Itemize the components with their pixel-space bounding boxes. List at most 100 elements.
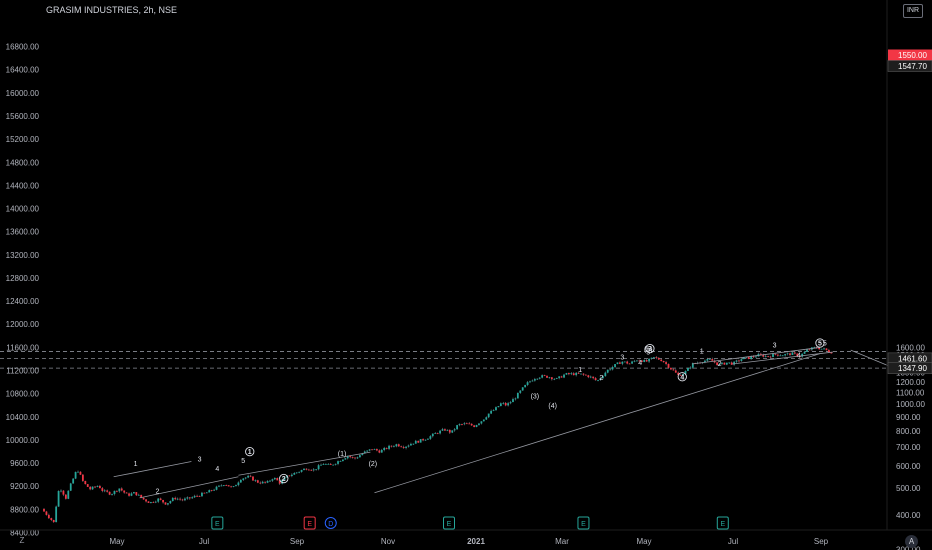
candle-body <box>273 478 276 480</box>
right-axis-tick: 1000.00 <box>896 400 925 409</box>
left-axis-tick: 8400.00 <box>10 529 39 538</box>
candle-body <box>412 443 415 445</box>
wave-label: 1 <box>134 461 138 468</box>
candle-body <box>427 438 429 440</box>
candle-body <box>429 436 432 439</box>
candle-body <box>580 373 582 375</box>
candle-body <box>351 457 354 458</box>
auto-scale-button[interactable]: A <box>905 535 918 548</box>
candle-body <box>689 367 692 369</box>
candle-body <box>133 492 135 494</box>
timezone-button[interactable]: Z <box>19 536 25 545</box>
candle-body <box>230 486 233 488</box>
right-axis-tick: 800.00 <box>896 427 921 436</box>
candle-body <box>106 490 109 492</box>
candle-body <box>806 349 808 352</box>
candle-body <box>43 508 45 512</box>
candle-body <box>337 461 339 464</box>
wave-label: 2 <box>599 375 603 382</box>
candle-body <box>497 406 500 408</box>
candle-body <box>638 360 641 362</box>
candle-body <box>648 358 650 362</box>
right-axis-tick: 700.00 <box>896 443 921 452</box>
wave-label: (4) <box>548 403 557 410</box>
candle-body <box>130 493 133 496</box>
candle-body <box>487 413 490 418</box>
left-axis-tick: 16800.00 <box>6 43 40 52</box>
time-axis-tick: Nov <box>381 537 395 546</box>
candle-body <box>269 480 271 482</box>
candle-body <box>322 463 325 465</box>
dividend-marker <box>324 517 337 529</box>
candle-body <box>140 494 143 498</box>
right-axis-tick: 300.00 <box>896 546 921 550</box>
candle-body <box>536 378 539 380</box>
candle-body <box>708 358 711 360</box>
candle-body <box>91 486 94 490</box>
candle-body <box>247 475 250 478</box>
left-axis-tick: 8800.00 <box>10 505 39 514</box>
candle-body <box>315 469 318 471</box>
right-axis-tick: 1600.00 <box>896 343 925 352</box>
candle-body <box>380 450 383 453</box>
candle-body <box>201 492 203 497</box>
candle-body <box>378 450 381 453</box>
candle-body <box>436 433 439 434</box>
trendline <box>238 451 371 476</box>
candle-body <box>307 469 310 471</box>
candle-body <box>193 495 196 498</box>
candle-body <box>524 384 527 388</box>
time-axis-tick: Jul <box>199 537 209 546</box>
candle-body <box>181 499 184 501</box>
candle-body <box>123 490 126 493</box>
candle-body <box>303 468 305 471</box>
candle-body <box>563 374 565 378</box>
candle-body <box>801 353 804 357</box>
time-axis-tick: Mar <box>555 537 569 546</box>
candle-body <box>103 490 106 492</box>
candle-body <box>222 485 225 487</box>
candle-body <box>259 482 262 484</box>
right-axis-tick: 400.00 <box>896 511 921 520</box>
candle-body <box>376 449 378 451</box>
candle-body <box>290 474 293 476</box>
candle-body <box>521 387 524 391</box>
candle-body <box>636 360 638 362</box>
wave-label: 1 <box>700 349 704 356</box>
candle-body <box>249 475 252 477</box>
candle-body <box>762 354 765 357</box>
candle-body <box>723 362 726 365</box>
candle-body <box>742 357 745 360</box>
candle-body <box>764 355 767 357</box>
candle-body <box>300 470 303 472</box>
candle-body <box>665 362 667 364</box>
candle-body <box>116 490 118 492</box>
candle-body <box>643 360 646 362</box>
candle-body <box>657 357 660 360</box>
candle-body <box>96 485 99 487</box>
wave-label: 3 <box>620 355 624 362</box>
candle-body <box>388 445 390 449</box>
candle-body <box>813 347 816 348</box>
time-axis-tick: Jul <box>728 537 738 546</box>
price-tag <box>888 49 932 61</box>
wave-circle <box>677 372 687 382</box>
candle-body <box>162 499 164 503</box>
candle-body <box>446 429 449 431</box>
candle-body <box>135 492 138 496</box>
candle-body <box>825 348 828 351</box>
candle-body <box>417 440 420 443</box>
candle-body <box>52 519 55 523</box>
candle-body <box>120 488 123 491</box>
wave-label: 4 <box>215 466 219 473</box>
candle-body <box>502 402 505 404</box>
left-axis-tick: 15600.00 <box>6 112 40 121</box>
candle-body <box>169 501 172 504</box>
candle-body <box>108 491 111 495</box>
candle-body <box>373 449 376 450</box>
candle-body <box>687 367 689 371</box>
wave-label: 3 <box>198 456 202 463</box>
candle-body <box>295 472 298 474</box>
currency-button[interactable]: INR <box>903 4 923 18</box>
